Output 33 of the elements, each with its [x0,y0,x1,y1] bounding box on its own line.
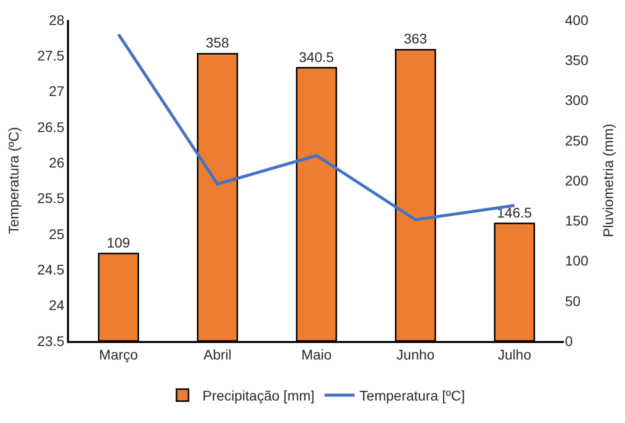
data-label: 146.5 [496,204,532,220]
y-tick-label: 26 [48,154,65,171]
x-tick-label: Julho [498,346,532,363]
y-tick-label: 24 [48,297,65,314]
data-label: 358 [206,34,230,51]
y2-tick-label: 300 [565,92,589,108]
y-tick-label: 27 [48,83,65,100]
y-tick-label: 24.5 [37,262,65,278]
x-tick-label: Março [99,346,138,363]
y2-tick-label: 250 [565,132,589,148]
data-label: 109 [106,234,130,251]
y2-tick-label: 50 [565,292,581,309]
y2-tick-label: 200 [565,172,589,188]
y-tick-label: 26.5 [37,118,65,135]
y2-tick-label: 400 [565,12,589,28]
y-tick-label: 23.5 [37,332,65,349]
y2-tick-label: 0 [565,332,573,349]
y-axis-title: Temperatura (ºC) [5,126,22,234]
x-tick-label: Maio [301,346,332,363]
legend-label: Temperatura [ºC] [360,388,466,404]
y-tick-label: 25 [48,226,65,242]
data-label: 363 [404,30,428,47]
y2-tick-label: 150 [565,212,589,229]
y2-tick-label: 100 [565,252,589,269]
y2-tick-label: 350 [565,52,589,68]
y-tick-label: 27.5 [37,48,65,64]
y-tick-label: 28 [48,12,65,28]
x-tick-label: Junho [396,346,435,363]
y-tick-label: 25.5 [37,190,65,206]
x-tick-label: Abril [203,346,232,363]
data-label: 340.5 [298,48,334,65]
y2-axis-title: Pluviometria (mm) [600,124,616,238]
legend-label: Precipitação [mm] [202,388,315,404]
